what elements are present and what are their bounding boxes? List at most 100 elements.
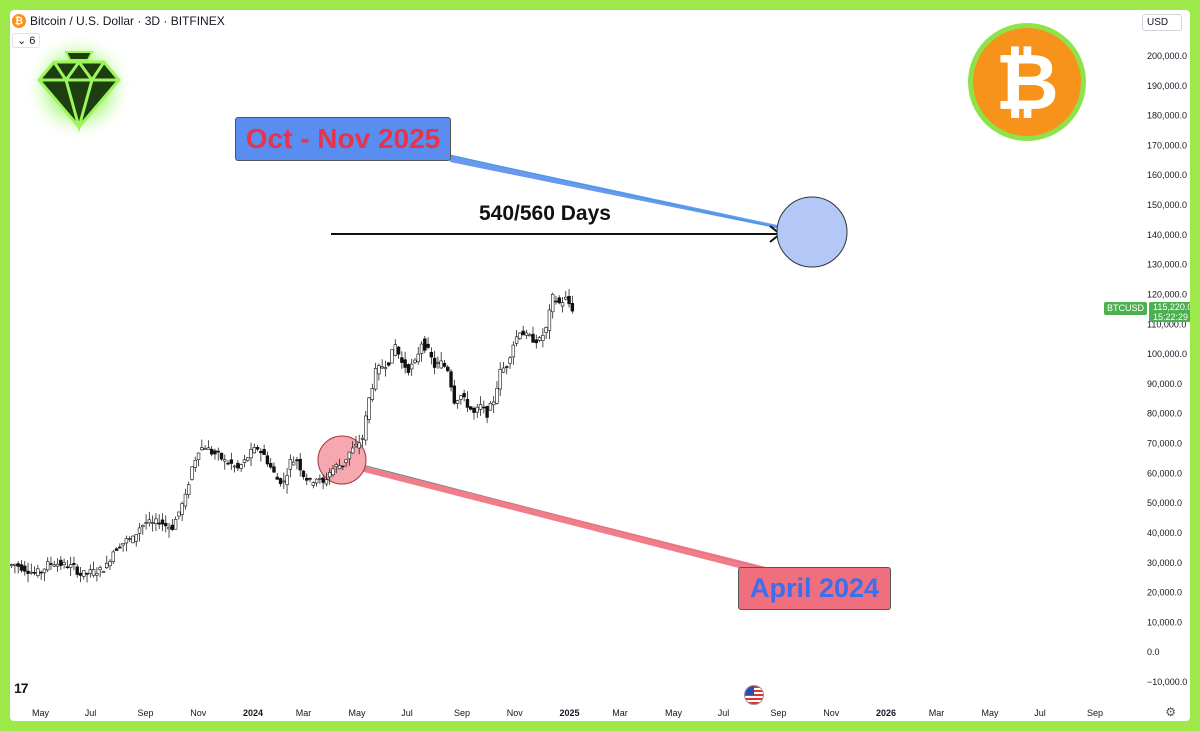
candle-body — [154, 518, 158, 524]
candle-body — [475, 406, 479, 413]
y-tick-label: 110,000.0 — [1147, 319, 1186, 329]
indicator-toggle[interactable]: ⌄ 6 — [12, 33, 41, 48]
candle-body — [59, 559, 63, 566]
candle-body — [46, 561, 50, 571]
candle-body — [219, 452, 224, 460]
candle-body — [68, 564, 73, 568]
y-tick-label: 30,000.0 — [1147, 558, 1182, 568]
target-period-label[interactable]: Oct - Nov 2025 — [235, 117, 451, 161]
start-period-label[interactable]: April 2024 — [738, 567, 891, 610]
y-tick-label: 160,000.0 — [1147, 170, 1187, 180]
us-flag-event-icon[interactable] — [744, 685, 764, 705]
candle-body — [272, 466, 276, 473]
candle-body — [183, 493, 188, 507]
candle-body — [341, 465, 345, 468]
candle-body — [242, 459, 247, 464]
candle-body — [557, 297, 561, 304]
tradingview-logo-icon[interactable]: 17 — [14, 680, 29, 696]
candle-body — [170, 524, 175, 530]
candle-body — [390, 349, 394, 364]
x-tick-label: Jul — [1034, 708, 1046, 718]
x-tick-label: May — [349, 708, 367, 718]
gear-icon[interactable]: ⚙ — [1165, 705, 1176, 719]
candle-body — [216, 450, 220, 453]
candle-body — [485, 406, 489, 418]
candle-body — [236, 462, 240, 469]
candle-body — [442, 362, 447, 367]
candle-body — [409, 363, 414, 370]
x-tick-label: Jul — [718, 708, 730, 718]
candle-body — [206, 447, 211, 450]
candle-body — [255, 447, 260, 450]
candle-body — [42, 568, 47, 574]
candle-body — [446, 366, 450, 372]
candle-body — [65, 566, 70, 569]
candle-body — [426, 343, 430, 348]
x-tick-label: Nov — [507, 708, 524, 718]
duration-label: 540/560 Days — [479, 202, 611, 225]
candle-body — [314, 478, 319, 484]
candle-body — [262, 449, 266, 455]
indicator-count: 6 — [29, 34, 36, 47]
candle-body — [282, 480, 286, 483]
candle-body — [173, 519, 178, 530]
candle-body — [29, 571, 34, 574]
candle-body — [508, 357, 512, 364]
candle-body — [455, 400, 460, 404]
candle-body — [396, 346, 401, 355]
candle-body — [534, 339, 538, 344]
candle-body — [180, 503, 184, 515]
candle-body — [285, 475, 289, 486]
candle-body — [203, 448, 207, 450]
x-tick-label: Nov — [190, 708, 207, 718]
candle-body — [514, 336, 519, 344]
y-tick-label: 50,000.0 — [1147, 498, 1182, 508]
candle-body — [462, 392, 466, 398]
candle-body — [518, 332, 522, 339]
candle-body — [88, 569, 93, 574]
x-tick-label: Jul — [85, 708, 97, 718]
x-axis[interactable]: May Jul Sep Nov 2024 Mar May Jul Sep Nov 2025 Mar Ma… — [32, 708, 1103, 718]
candle-body — [498, 369, 502, 390]
candle-body — [318, 478, 322, 480]
candle-body — [373, 368, 378, 390]
candle-body — [177, 511, 181, 517]
chart-title: Bitcoin / U.S. Dollar · 3D · BITFINEX — [30, 14, 225, 28]
price-badge: 115,220.0 15:22:29 — [1149, 302, 1190, 322]
y-tick-label: 90,000.0 — [1147, 379, 1182, 389]
candle-body — [570, 303, 575, 312]
candle-body — [550, 293, 555, 313]
y-axis[interactable]: 200,000.0 190,000.0 180,000.0 170,000.0 160,… — [1147, 51, 1187, 687]
y-tick-label: 70,000.0 — [1147, 439, 1182, 449]
candle-body — [511, 344, 516, 358]
candle-body — [321, 477, 325, 483]
x-tick-label: Sep — [138, 708, 154, 718]
candle-body — [472, 407, 476, 413]
candle-body — [137, 527, 142, 534]
y-tick-label: 200,000.0 — [1147, 51, 1187, 61]
start-pointer-band — [360, 465, 770, 576]
candle-body — [393, 344, 397, 356]
target-pointer-line — [449, 154, 811, 236]
candle-body — [439, 360, 443, 369]
candle-body — [288, 459, 293, 470]
candle-body — [501, 367, 506, 373]
chart-canvas[interactable]: 200,000.0 190,000.0 180,000.0 170,000.0 160,… — [10, 10, 1190, 721]
currency-selector[interactable]: USD — [1142, 14, 1182, 31]
y-tick-label: 190,000.0 — [1147, 81, 1187, 91]
y-tick-label: 140,000.0 — [1147, 230, 1187, 240]
candle-body — [567, 295, 571, 305]
y-tick-label: 80,000.0 — [1147, 409, 1182, 419]
x-tick-label: Nov — [823, 708, 840, 718]
candle-body — [75, 566, 79, 575]
candle-body — [406, 364, 411, 373]
candle-body — [232, 465, 237, 468]
last-price-tag: BTCUSD 115,220.0 15:22:29 — [1104, 302, 1190, 322]
candle-body — [469, 406, 473, 410]
bitcoin-logo-icon: ₿ — [968, 23, 1086, 141]
candle-body — [387, 362, 391, 366]
x-tick-label: Mar — [929, 708, 945, 718]
candle-body — [311, 482, 316, 486]
candle-body — [328, 472, 332, 478]
candle-body — [278, 478, 283, 485]
